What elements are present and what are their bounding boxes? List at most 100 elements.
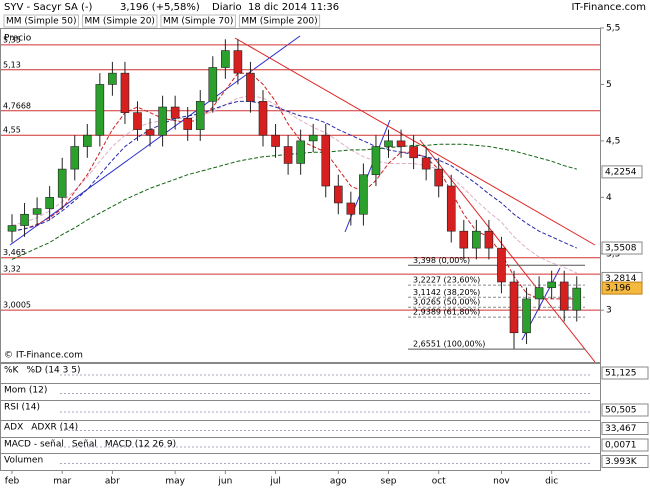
level-label: 4,7668 bbox=[3, 101, 31, 110]
candle-body bbox=[7, 225, 17, 232]
panel-value-box bbox=[601, 366, 649, 380]
candle-body bbox=[158, 106, 167, 136]
moving-average bbox=[11, 72, 577, 300]
panel-value-box bbox=[601, 403, 649, 417]
trend-line bbox=[234, 37, 596, 246]
trend-line bbox=[419, 139, 596, 363]
y-tick-label: 5 bbox=[606, 80, 612, 90]
level-label: 5,35 bbox=[3, 35, 21, 44]
panel-value: 51,125 bbox=[605, 369, 637, 379]
x-tick-label: sep bbox=[381, 477, 397, 487]
panel-label: MACD - señal bbox=[4, 440, 64, 450]
x-tick-label: feb bbox=[5, 477, 20, 487]
panel-value-box bbox=[601, 422, 649, 435]
fib-label: 2,6551 (100,00%) bbox=[413, 340, 485, 349]
candle-body bbox=[108, 72, 117, 85]
candle-body bbox=[258, 101, 268, 136]
right-label-box bbox=[601, 165, 643, 179]
legend-box bbox=[160, 14, 236, 28]
legend-entry: MM (Simple 70) bbox=[163, 17, 233, 27]
candle-body bbox=[559, 281, 569, 311]
candle-body bbox=[434, 168, 444, 187]
legend-box bbox=[81, 14, 158, 28]
candle-body bbox=[409, 146, 418, 159]
candle-body bbox=[283, 146, 293, 164]
legend-entry: MM (Simple 20) bbox=[84, 17, 154, 27]
candle-body bbox=[384, 140, 393, 147]
level-label: 5,13 bbox=[3, 60, 21, 69]
x-tick-label: jun bbox=[217, 477, 232, 487]
moving-average bbox=[11, 100, 578, 249]
fib-label: 2,9389 (61,80%) bbox=[413, 308, 480, 317]
panel-label: ADXR (14) bbox=[31, 423, 78, 433]
candle-body bbox=[509, 281, 519, 334]
candle-body bbox=[459, 230, 469, 249]
title: SYV - Sacyr SA (-) bbox=[4, 2, 93, 13]
candle-body bbox=[296, 140, 305, 164]
panel-value: 33,467 bbox=[605, 424, 637, 434]
source: IT-Finance.com bbox=[571, 2, 646, 13]
panel-value: 0,0071 bbox=[605, 441, 637, 451]
candle-body bbox=[572, 287, 582, 311]
candle-body bbox=[271, 134, 280, 147]
price: 3,196 (+5,58%) bbox=[120, 2, 200, 13]
candle-body bbox=[145, 129, 155, 136]
x-tick-label: oct bbox=[432, 477, 446, 487]
y-tick-label: 4,5 bbox=[606, 136, 620, 146]
candle-body bbox=[371, 146, 381, 176]
candle-body bbox=[246, 72, 255, 102]
panel-value-box bbox=[601, 455, 649, 468]
panel-label: Señal bbox=[72, 440, 97, 450]
x-tick-label: abr bbox=[105, 477, 120, 487]
x-tick-label: mar bbox=[53, 477, 71, 487]
level-label: 4,55 bbox=[3, 126, 21, 135]
candle-body bbox=[359, 174, 368, 215]
right-label: 3,196 bbox=[605, 284, 631, 294]
panel-label: %K bbox=[4, 366, 20, 376]
candle-body bbox=[321, 134, 331, 187]
panel-label: Mom (12) bbox=[4, 386, 47, 396]
price-label: Precio bbox=[4, 34, 32, 44]
right-label-box bbox=[601, 241, 643, 255]
candle-body bbox=[32, 208, 42, 215]
panel-label: MACD (12 26 9) bbox=[105, 440, 176, 450]
candle-body bbox=[308, 134, 318, 142]
candle-body bbox=[484, 230, 494, 249]
candle-body bbox=[208, 67, 218, 102]
candle-body bbox=[133, 112, 142, 130]
right-label: 3,2814 bbox=[605, 274, 637, 284]
y-tick-label: 5,5 bbox=[606, 24, 620, 34]
date: 18 dic 2014 11:36 bbox=[248, 2, 339, 13]
candle-body bbox=[195, 101, 205, 130]
period: Diario bbox=[212, 2, 242, 13]
candle-body bbox=[183, 118, 192, 130]
fib-label: 3,398 (0,00%) bbox=[413, 256, 470, 265]
legend-entry: MM (Simple 50) bbox=[6, 17, 76, 27]
panel-value: 50,505 bbox=[605, 406, 637, 416]
level-label: 3,465 bbox=[3, 248, 26, 257]
candle-body bbox=[396, 140, 406, 147]
y-tick-label: 4 bbox=[606, 193, 612, 203]
moving-average bbox=[11, 143, 577, 260]
candle-body bbox=[547, 281, 556, 288]
right-label: 3,5508 bbox=[605, 244, 637, 254]
panel-label: %D (14 3 5) bbox=[26, 366, 80, 376]
panel-label: ADX bbox=[4, 423, 23, 433]
panel-value: 3.993K bbox=[605, 457, 638, 467]
panel-value-box bbox=[601, 438, 649, 452]
candle-body bbox=[421, 157, 431, 170]
fib-label: 3,1142 (38,20%) bbox=[413, 288, 480, 297]
right-label: 4,2254 bbox=[605, 167, 637, 177]
x-tick-label: dic bbox=[545, 477, 558, 487]
candle-body bbox=[472, 230, 481, 249]
copyright: © IT-Finance.com bbox=[4, 351, 83, 361]
candle-body bbox=[446, 185, 456, 232]
price-frame bbox=[0, 28, 601, 363]
candle-body bbox=[45, 197, 54, 209]
x-tick-label: jul bbox=[269, 477, 281, 487]
x-tick-label: may bbox=[165, 477, 185, 487]
candle-body bbox=[83, 134, 92, 147]
candle-body bbox=[534, 287, 544, 300]
candle-body bbox=[497, 247, 506, 283]
candle-body bbox=[221, 50, 230, 68]
